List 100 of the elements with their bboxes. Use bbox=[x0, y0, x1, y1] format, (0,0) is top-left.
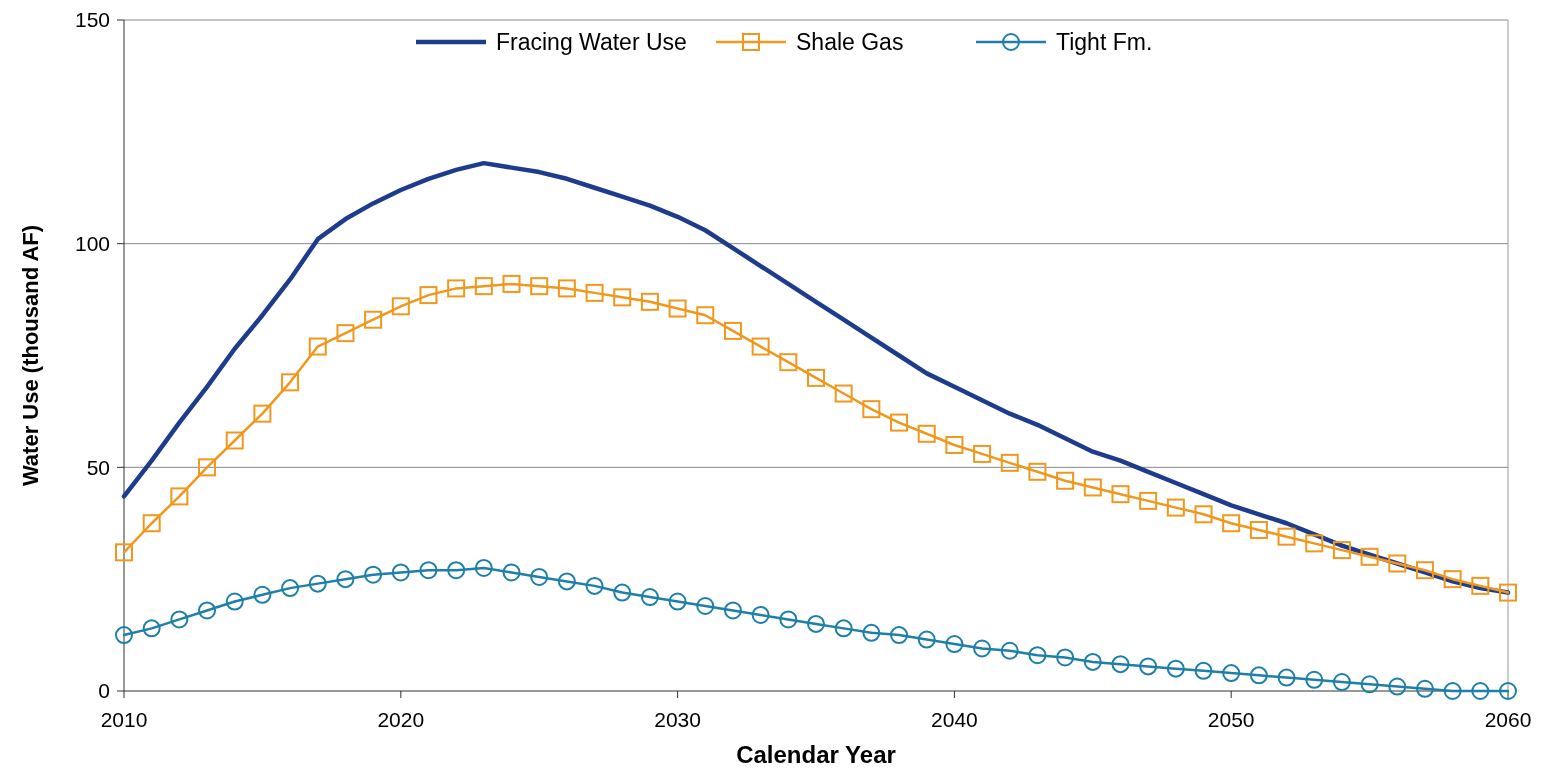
point bbox=[1111, 485, 1130, 504]
point bbox=[1111, 655, 1130, 674]
point bbox=[557, 279, 576, 298]
point bbox=[1139, 657, 1158, 676]
point bbox=[1222, 514, 1241, 533]
point bbox=[779, 610, 798, 629]
point bbox=[1277, 527, 1296, 546]
legend-label: Tight Fm. bbox=[1056, 29, 1153, 56]
point bbox=[225, 592, 244, 611]
y-tick-label: 0 bbox=[98, 679, 110, 703]
point bbox=[1083, 478, 1102, 497]
point bbox=[253, 585, 272, 604]
point bbox=[1415, 679, 1434, 698]
point bbox=[308, 574, 327, 593]
point bbox=[1028, 646, 1047, 665]
point bbox=[696, 597, 715, 616]
point bbox=[336, 324, 355, 343]
point bbox=[336, 570, 355, 589]
point bbox=[834, 384, 853, 403]
point bbox=[1194, 661, 1213, 680]
y-tick-label: 150 bbox=[74, 8, 110, 32]
point bbox=[308, 337, 327, 356]
point bbox=[364, 310, 383, 329]
x-tick-label: 2060 bbox=[1484, 708, 1532, 731]
x-tick-label: 2030 bbox=[654, 708, 701, 731]
point bbox=[807, 368, 825, 387]
point bbox=[1056, 471, 1075, 490]
point bbox=[115, 626, 133, 645]
x-tick-label: 2050 bbox=[1207, 708, 1255, 731]
point bbox=[973, 444, 992, 463]
point bbox=[1277, 668, 1296, 687]
point bbox=[1166, 659, 1185, 678]
point bbox=[1332, 673, 1351, 692]
legend-label: Shale Gas bbox=[796, 29, 904, 56]
point bbox=[862, 623, 881, 642]
point bbox=[142, 514, 161, 533]
point bbox=[668, 592, 687, 611]
point bbox=[1000, 641, 1019, 660]
point bbox=[1305, 534, 1324, 553]
point bbox=[723, 601, 742, 620]
point bbox=[1415, 561, 1434, 580]
point bbox=[1332, 541, 1351, 560]
point bbox=[198, 458, 217, 477]
point bbox=[530, 277, 549, 296]
x-tick-label: 2040 bbox=[931, 708, 978, 731]
point bbox=[1471, 576, 1490, 595]
point bbox=[1139, 491, 1158, 510]
point bbox=[1028, 462, 1047, 481]
x-tick-label: 2020 bbox=[377, 708, 425, 731]
point bbox=[751, 605, 770, 624]
point bbox=[1000, 453, 1019, 472]
point bbox=[696, 306, 715, 325]
point bbox=[419, 286, 438, 305]
point bbox=[1222, 664, 1241, 683]
point bbox=[253, 404, 272, 423]
point bbox=[917, 424, 936, 443]
x-axis-title: Calendar Year bbox=[736, 741, 896, 768]
point bbox=[474, 558, 493, 577]
point bbox=[1443, 570, 1462, 589]
point bbox=[1249, 666, 1268, 685]
point bbox=[779, 353, 798, 372]
point bbox=[391, 297, 410, 316]
point bbox=[1083, 652, 1102, 671]
point bbox=[890, 413, 909, 432]
point bbox=[391, 563, 410, 582]
point bbox=[281, 373, 300, 392]
y-tick-label: 100 bbox=[74, 232, 110, 256]
point bbox=[142, 619, 161, 638]
point bbox=[1388, 677, 1407, 696]
point bbox=[668, 299, 687, 318]
point bbox=[170, 487, 189, 506]
point bbox=[862, 400, 881, 419]
point bbox=[364, 565, 383, 584]
point bbox=[281, 579, 300, 598]
point bbox=[613, 288, 632, 307]
point bbox=[945, 435, 964, 454]
legend-label: Fracing Water Use bbox=[496, 29, 687, 56]
point bbox=[945, 635, 964, 654]
point bbox=[1360, 675, 1379, 694]
point bbox=[1499, 682, 1517, 700]
point bbox=[640, 588, 659, 607]
point bbox=[917, 630, 936, 649]
point bbox=[1388, 554, 1407, 573]
point bbox=[225, 431, 244, 450]
point bbox=[585, 283, 604, 302]
point bbox=[447, 279, 466, 298]
point bbox=[973, 639, 992, 658]
point bbox=[419, 561, 438, 580]
point bbox=[751, 337, 770, 356]
point bbox=[613, 583, 632, 602]
point bbox=[1360, 547, 1379, 566]
point bbox=[502, 563, 521, 582]
point bbox=[1166, 498, 1185, 517]
point bbox=[170, 610, 189, 629]
point bbox=[474, 277, 493, 296]
point bbox=[557, 572, 576, 591]
point bbox=[890, 626, 909, 645]
point bbox=[1471, 682, 1490, 700]
point bbox=[502, 274, 521, 293]
point bbox=[723, 321, 742, 340]
